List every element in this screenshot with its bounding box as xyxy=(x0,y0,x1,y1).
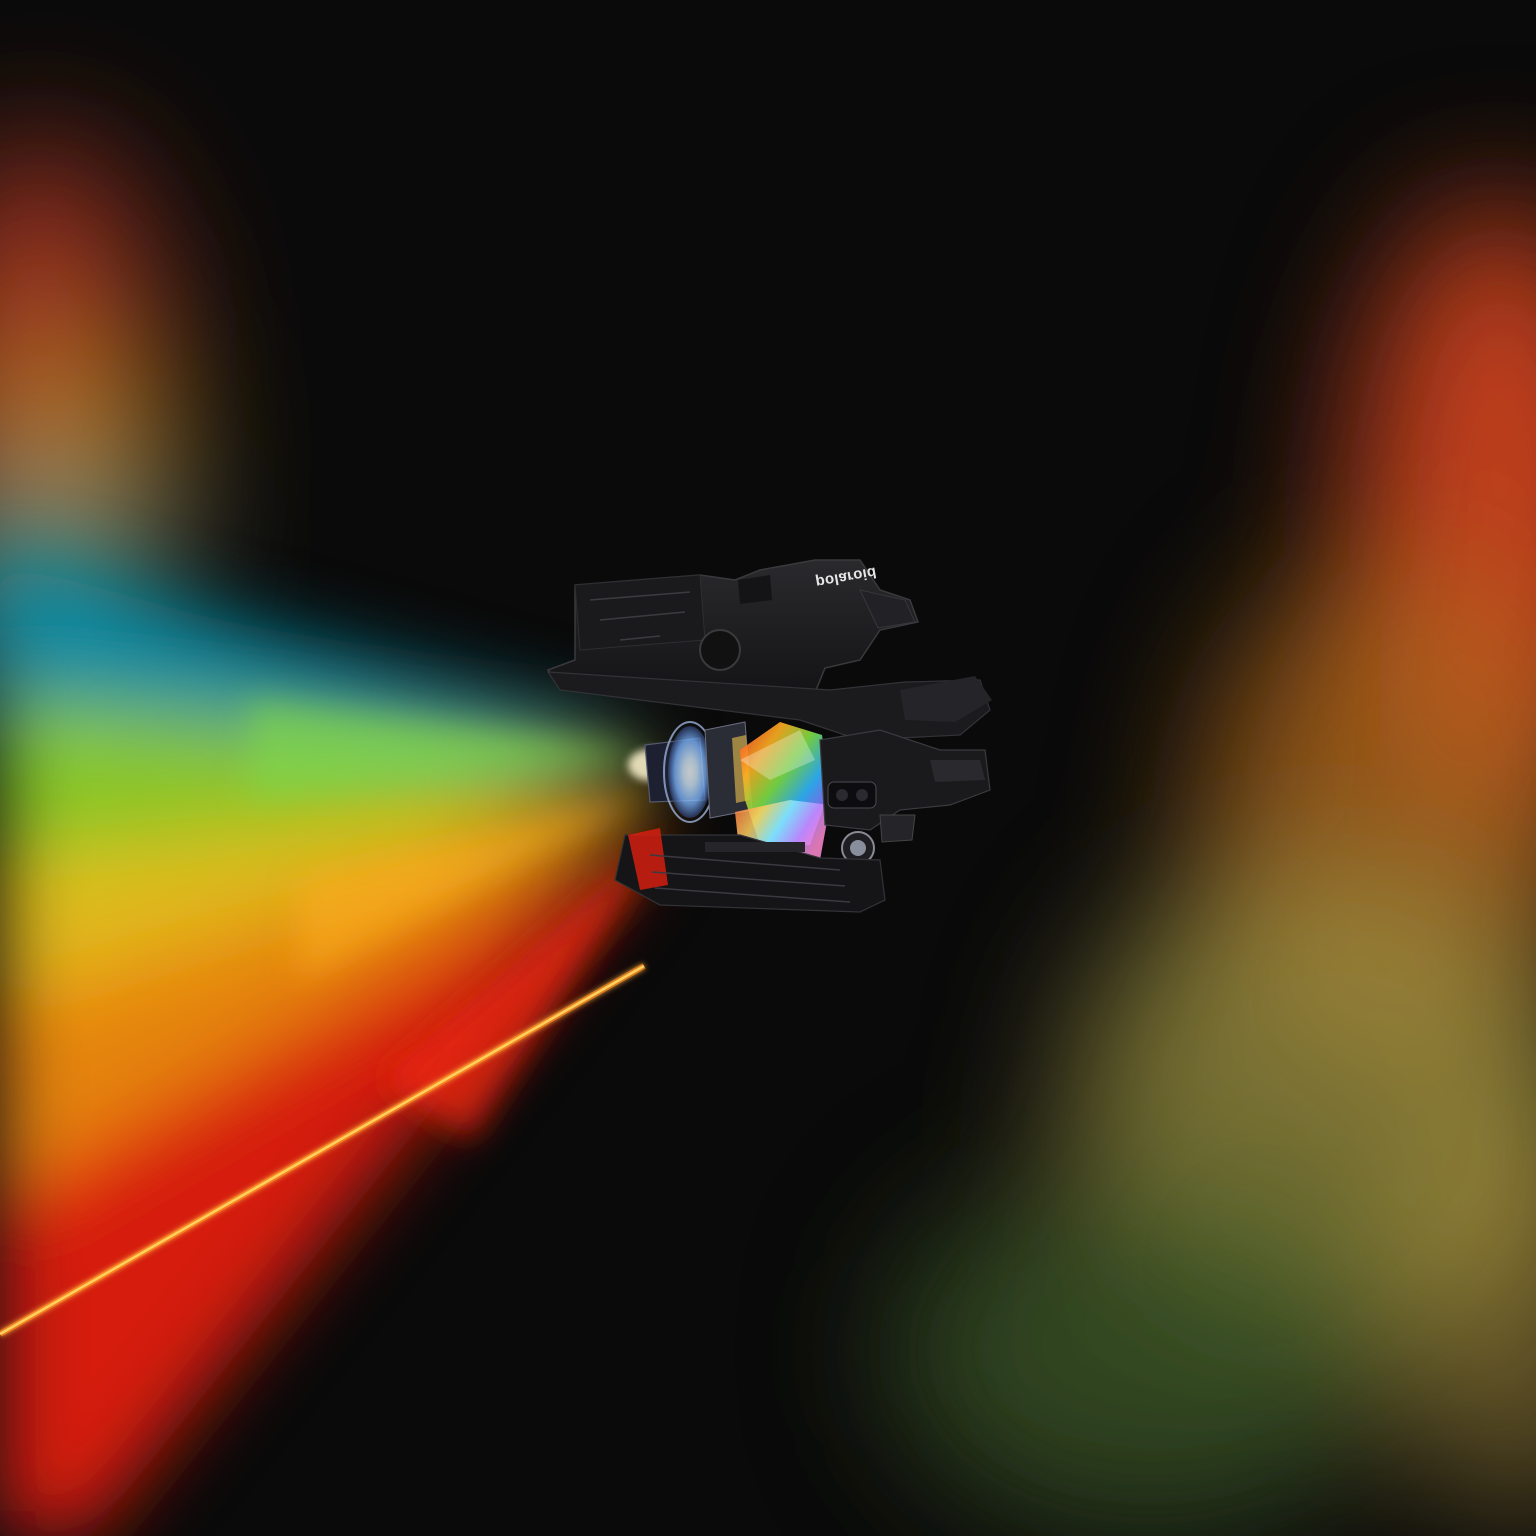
camera-right-mechanism xyxy=(819,729,991,865)
polaroid-instant-camera-exploded-cutaway: polaroid xyxy=(546,559,992,913)
rainbow-light-beam xyxy=(0,560,672,1536)
camera-lower-chassis xyxy=(614,828,886,913)
camera-top-housing xyxy=(546,559,992,741)
orange-laser-line xyxy=(0,963,646,1337)
red-green-glow-right xyxy=(890,200,1536,1530)
camera-lens-assembly xyxy=(644,721,753,823)
